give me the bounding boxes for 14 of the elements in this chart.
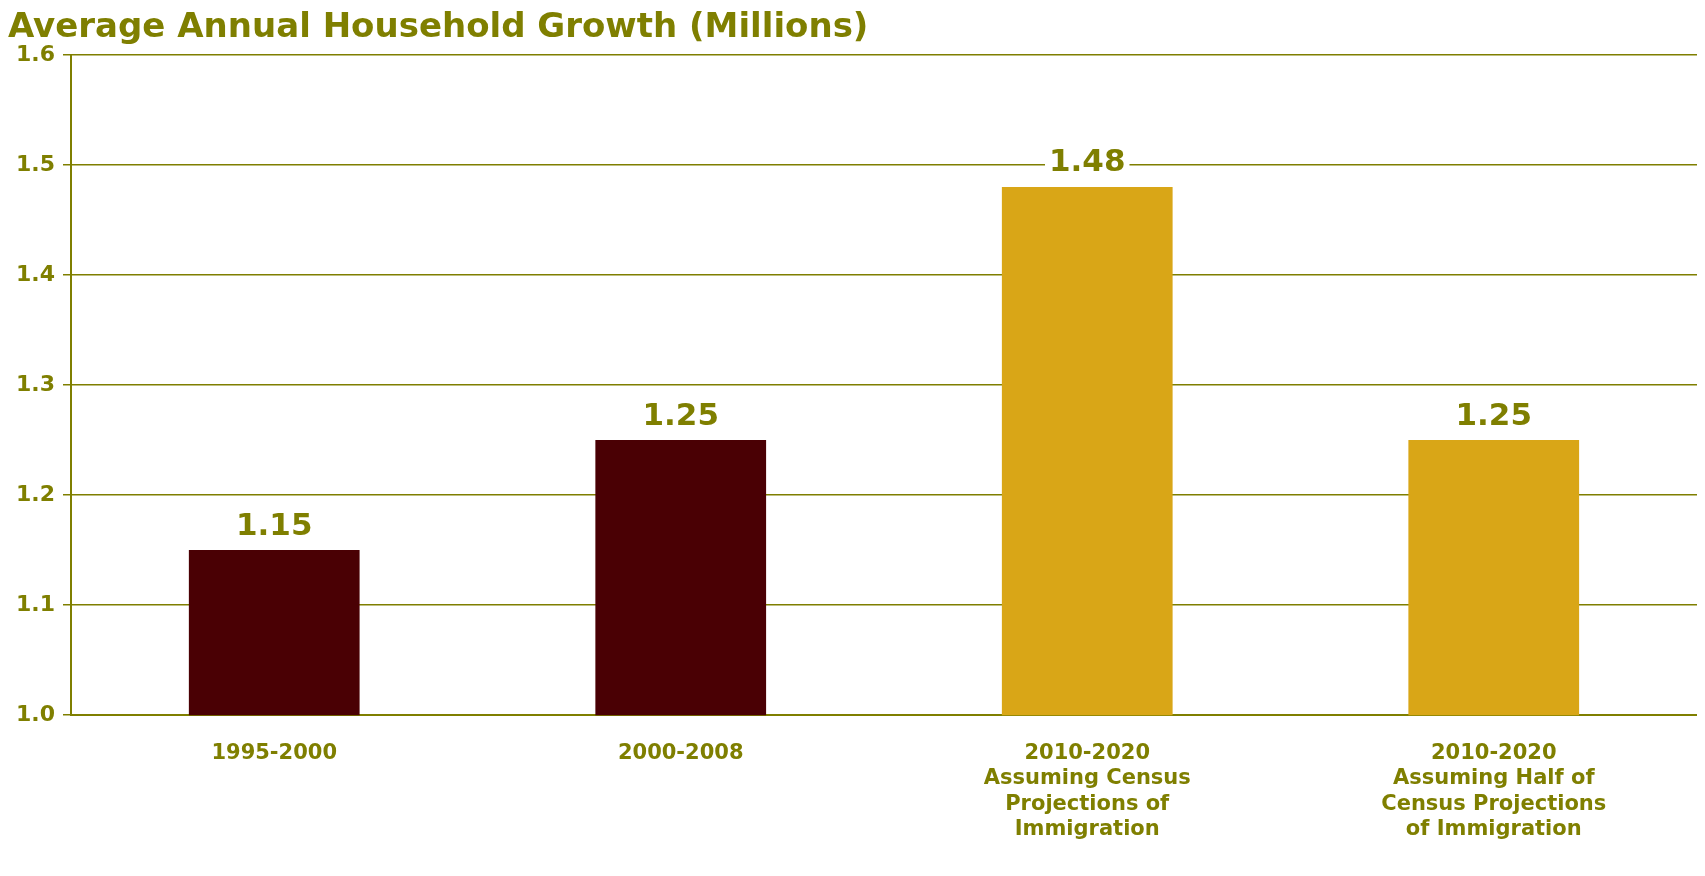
y-tick-label: 1.5 (15, 150, 55, 176)
y-tick-label: 1.2 (15, 480, 55, 506)
data-label: 1.25 (642, 395, 719, 432)
data-label: 1.15 (235, 505, 313, 542)
data-label: 1.25 (1455, 395, 1532, 432)
y-tick-label: 1.0 (15, 700, 55, 726)
x-tick-label: 2010-2020 Assuming Half of Census Projections of Immigration (1381, 740, 1607, 840)
x-tick-label: 2000-2008 (617, 740, 744, 765)
y-tick-label: 1.3 (15, 370, 55, 396)
y-tick-label: 1.1 (15, 590, 55, 616)
x-tick-label: 1995-2000 (211, 740, 338, 765)
y-tick-label: 1.4 (15, 260, 55, 286)
x-tick-label: 2010-2020 Assuming Census Projections of Immigration (983, 740, 1191, 840)
data-label: 1.48 (1048, 142, 1126, 179)
